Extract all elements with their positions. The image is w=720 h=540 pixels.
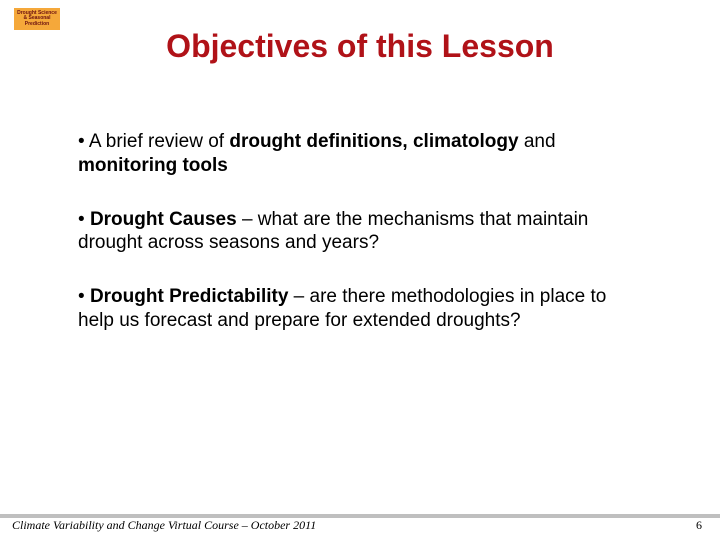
bullet-2-bold1: Drought Causes — [90, 209, 237, 230]
corner-tag: Drought Science & Seasonal Prediction — [14, 8, 60, 30]
slide-title: Objectives of this Lesson — [0, 28, 720, 65]
bullet-3: • Drought Predictability – are there met… — [78, 285, 630, 333]
bullet-3-prefix: • — [78, 286, 90, 307]
bullet-2: • Drought Causes – what are the mechanis… — [78, 208, 630, 256]
bullet-1-bold2: monitoring tools — [78, 155, 228, 176]
page-number: 6 — [696, 518, 702, 533]
tag-line2: & Seasonal Prediction — [15, 16, 59, 27]
footer-text: Climate Variability and Change Virtual C… — [12, 518, 316, 533]
slide-content: • A brief review of drought definitions,… — [78, 130, 630, 363]
bullet-1-mid: and — [519, 131, 556, 152]
bullet-3-bold1: Drought Predictability — [90, 286, 288, 307]
bullet-2-prefix: • — [78, 209, 90, 230]
bullet-1: • A brief review of drought definitions,… — [78, 130, 630, 178]
bullet-1-prefix: • A brief review of — [78, 131, 229, 152]
bullet-1-bold1: drought definitions, climatology — [229, 131, 518, 152]
